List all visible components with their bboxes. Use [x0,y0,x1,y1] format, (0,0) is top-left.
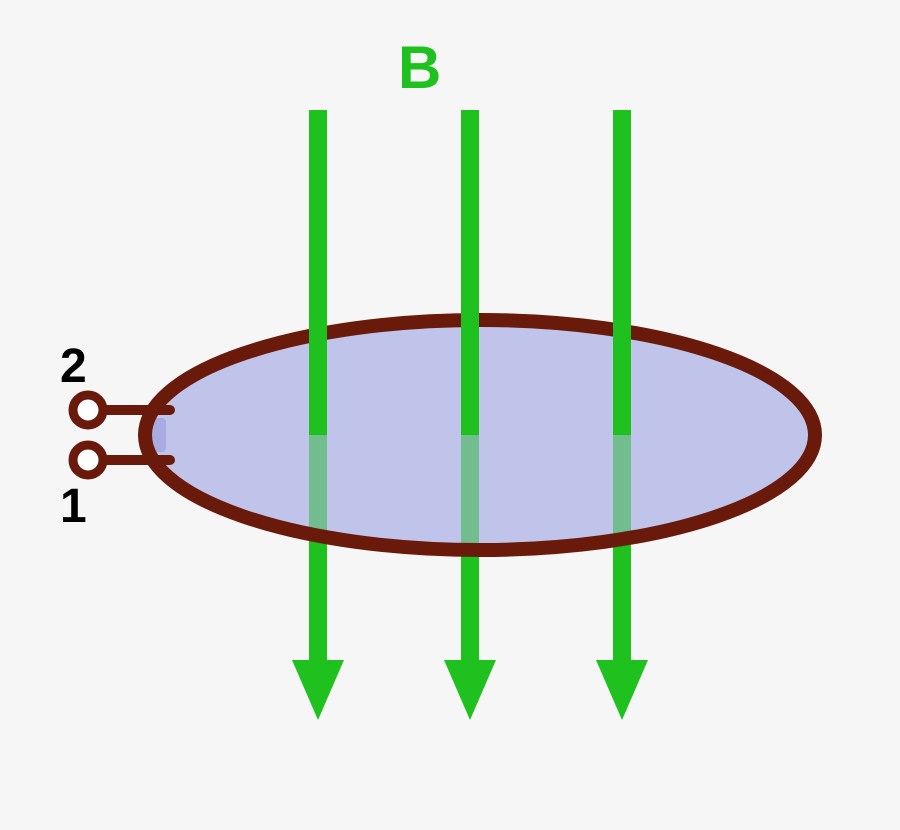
field-label: B [398,34,441,101]
terminal-2 [73,395,103,425]
field-arrow-3-front-top [613,110,631,435]
terminal-1-label: 1 [60,480,87,533]
field-arrow-2-front-top [461,110,479,435]
terminal-1 [73,445,103,475]
terminal-2-label: 2 [60,340,87,393]
field-arrow-1-front-top [309,110,327,435]
